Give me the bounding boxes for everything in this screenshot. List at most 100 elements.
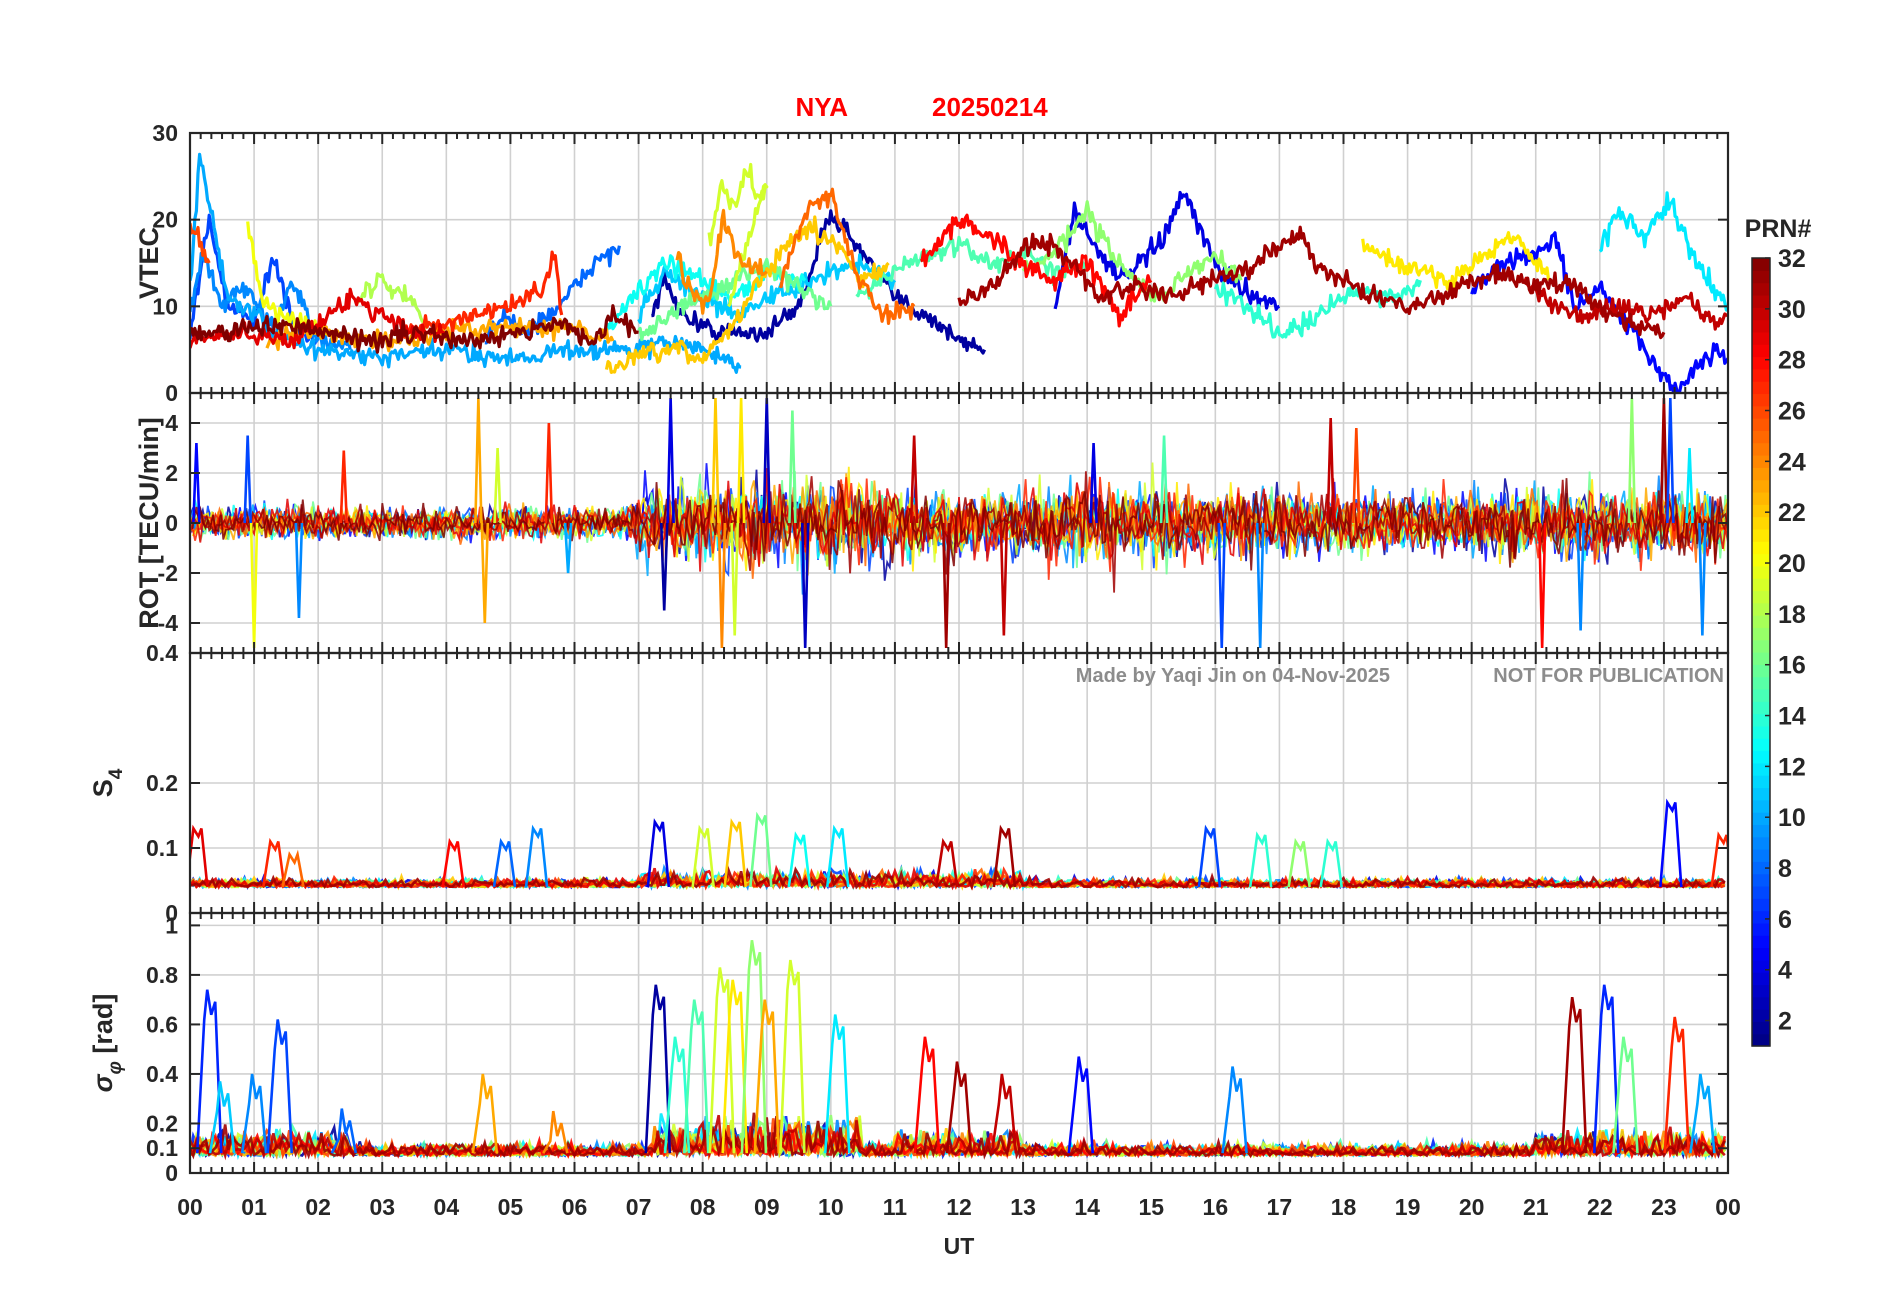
sigma-peak-8 xyxy=(663,1036,691,1154)
s4-peak-4 xyxy=(492,837,517,888)
xtick-label: 19 xyxy=(1395,1194,1421,1220)
colorbar-tick-label: 32 xyxy=(1778,245,1806,273)
vtec-series-prn-25 xyxy=(778,187,916,325)
colorbar-segment xyxy=(1752,652,1770,665)
rot-spike-11 xyxy=(711,397,720,524)
colorbar-segment xyxy=(1752,258,1770,271)
sigma-peak-11 xyxy=(721,979,749,1154)
watermark-author: Made by Yaqi Jin on 04-Nov-2025 xyxy=(1076,665,1390,687)
vtec-series-prn-4 xyxy=(1053,190,1281,311)
colorbar-segment xyxy=(1752,307,1770,321)
vtec-series-prn-17 xyxy=(1021,200,1243,303)
colorbar-segment xyxy=(1752,701,1770,715)
s4-peak-16 xyxy=(1287,837,1311,888)
colorbar-segment xyxy=(1752,984,1770,998)
xtick-label: 11 xyxy=(883,1194,908,1220)
xlabel-ut: UT xyxy=(944,1233,975,1259)
ylabel-s4-main: S xyxy=(88,779,118,797)
colorbar-segment xyxy=(1752,479,1770,493)
s4-peak-8 xyxy=(723,818,748,888)
colorbar-segment xyxy=(1752,590,1770,604)
colorbar-tick-label: 10 xyxy=(1778,804,1806,832)
rot-spike-28 xyxy=(1576,522,1585,631)
ylabel-sigma-main: σ xyxy=(88,1073,118,1092)
colorbar-tick-label: 8 xyxy=(1778,855,1792,883)
colorbar-title: PRN# xyxy=(1745,215,1812,243)
sigma-peak-17 xyxy=(945,1061,973,1154)
s4-peak-13 xyxy=(992,824,1017,888)
xtick-label: 00 xyxy=(1715,1194,1741,1220)
sigma-series-prn-31 xyxy=(190,1112,1726,1160)
s4-peak-2 xyxy=(281,849,305,888)
s4-peak-14 xyxy=(1197,824,1222,888)
colorbar-segment xyxy=(1752,602,1770,616)
rot-spike-9 xyxy=(659,522,669,611)
xtick-label: 05 xyxy=(498,1194,524,1220)
vtec-series-prn-32 xyxy=(190,304,639,354)
rot-spike-20 xyxy=(999,522,1009,636)
colorbar-segment xyxy=(1752,541,1770,555)
xtick-label: 15 xyxy=(1138,1194,1164,1220)
rot-spike-25 xyxy=(1326,417,1335,524)
sigma-peak-5 xyxy=(471,1073,499,1154)
colorbar-segment xyxy=(1752,319,1770,333)
colorbar-tick-label: 20 xyxy=(1778,550,1806,578)
ytick-label: 0 xyxy=(165,510,178,536)
rot-spike-23 xyxy=(1217,522,1227,649)
xtick-label: 17 xyxy=(1267,1194,1293,1220)
colorbar-tick-label: 18 xyxy=(1778,601,1806,629)
ytick-label: 10 xyxy=(152,293,178,319)
colorbar-segment xyxy=(1752,282,1770,296)
panel-frame-sigma_phi xyxy=(188,911,1730,1175)
colorbar-segment xyxy=(1752,738,1770,752)
colorbar-segment xyxy=(1752,885,1770,899)
colorbar-tick-label: 22 xyxy=(1778,499,1806,527)
sigma-peak-21 xyxy=(1560,996,1588,1154)
rot-spike-27 xyxy=(1537,522,1547,649)
sigma-peak-18 xyxy=(990,1073,1018,1154)
xtick-label: 04 xyxy=(434,1194,460,1220)
ylabel-rot: ROT [TECU/min] xyxy=(134,417,164,628)
colorbar-tick-label: 26 xyxy=(1778,398,1806,426)
sigma-peak-13 xyxy=(753,999,781,1154)
colorbar-segment xyxy=(1752,664,1770,678)
s4-peak-6 xyxy=(646,818,671,888)
colorbar-segment xyxy=(1752,578,1770,592)
colorbar-tick-label: 6 xyxy=(1778,906,1792,934)
vtec-lines xyxy=(190,152,1728,393)
ylabel-sigma-phi: σφ [rad] xyxy=(88,994,126,1093)
axis-labels: 0102030-4-202400.10.20.400.10.20.40.60.8… xyxy=(146,120,1741,1220)
vtec-series-prn-18 xyxy=(355,272,429,330)
vtec-series-prn-5 xyxy=(1470,231,1728,393)
xtick-label: 02 xyxy=(305,1194,331,1220)
ylabel-vtec: VTEC xyxy=(134,227,164,299)
sigma-peak-22 xyxy=(1592,984,1620,1154)
colorbar-segment xyxy=(1752,516,1770,530)
xtick-label: 12 xyxy=(946,1194,972,1220)
s4-peak-17 xyxy=(1319,837,1343,888)
rot-spike-24 xyxy=(1255,522,1265,649)
sigma-peak-0 xyxy=(195,989,223,1154)
rot-spike-3 xyxy=(339,450,349,524)
xtick-label: 07 xyxy=(626,1194,652,1220)
xtick-label: 14 xyxy=(1074,1194,1100,1220)
ytick-label: 0.2 xyxy=(146,770,178,796)
xtick-label: 23 xyxy=(1651,1194,1677,1220)
xtick-label: 06 xyxy=(562,1194,588,1220)
colorbar-segment xyxy=(1752,996,1770,1010)
colorbar-tick-label: 14 xyxy=(1778,703,1806,731)
ytick-label: 0 xyxy=(165,900,178,926)
s4-peak-15 xyxy=(1248,831,1273,888)
vtec-series-prn-21 xyxy=(1361,231,1551,291)
sigma-peak-25 xyxy=(1689,1073,1716,1154)
colorbar-segment xyxy=(1752,910,1770,924)
colorbar-segment xyxy=(1752,504,1770,518)
colorbar-segment xyxy=(1752,356,1770,370)
colorbar-segment xyxy=(1752,455,1770,468)
s4-peak-1 xyxy=(262,837,286,888)
rot-spike-5 xyxy=(480,522,490,624)
sigma-peak-24 xyxy=(1663,1016,1691,1154)
colorbar-segment xyxy=(1752,799,1770,813)
colorbar-segment xyxy=(1752,491,1770,505)
